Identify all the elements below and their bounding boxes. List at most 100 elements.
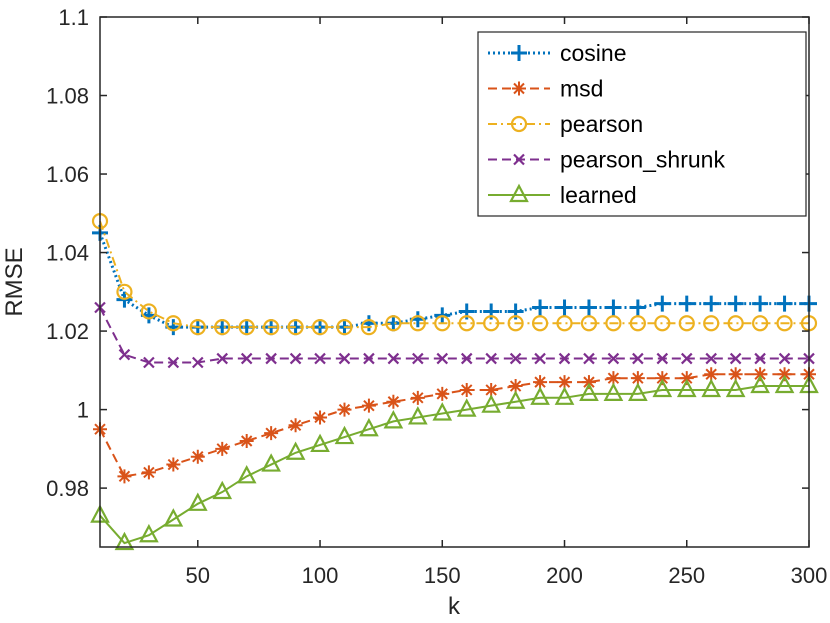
data-point-msd-40 <box>166 457 181 472</box>
legend-marker-cosine <box>511 45 527 61</box>
data-point-learned-60 <box>212 480 233 500</box>
legend-label: learned <box>560 182 637 208</box>
data-point-pearson_shrunk-270 <box>729 352 742 365</box>
data-point-pearson-200 <box>556 315 573 332</box>
data-point-pearson-180 <box>507 315 524 332</box>
data-point-msd-80 <box>264 426 279 441</box>
data-point-pearson-170 <box>483 315 500 332</box>
data-point-msd-220 <box>606 371 621 386</box>
data-point-learned-40 <box>163 508 184 527</box>
data-point-msd-20 <box>117 469 132 484</box>
data-point-msd-190 <box>533 375 548 390</box>
data-point-msd-250 <box>679 371 694 386</box>
data-point-learned-210 <box>579 382 599 401</box>
data-point-cosine-280 <box>752 295 769 312</box>
data-point-learned-180 <box>505 390 526 409</box>
legend-marker-msd <box>512 81 526 96</box>
data-point-msd-290 <box>777 367 792 382</box>
legend-marker-pearson_shrunk <box>513 153 525 166</box>
data-point-pearson_shrunk-40 <box>167 356 180 369</box>
data-point-learned-220 <box>603 382 624 401</box>
data-point-pearson_shrunk-70 <box>240 352 253 365</box>
data-point-learned-190 <box>530 386 550 405</box>
x-tick-label: 200 <box>546 563 583 588</box>
data-point-pearson_shrunk-100 <box>314 352 326 365</box>
legend-label: pearson_shrunk <box>560 147 725 173</box>
y-tick-label: 1.02 <box>46 319 89 344</box>
y-tick-label: 1.1 <box>58 5 89 30</box>
data-point-pearson-40 <box>165 315 182 332</box>
y-axis-title: RMSE <box>1 247 28 316</box>
legend-item-pearson: pearson <box>488 111 643 137</box>
series-learned <box>90 374 819 551</box>
data-point-pearson-160 <box>458 315 475 332</box>
data-point-msd-170 <box>484 382 499 397</box>
data-point-learned-120 <box>359 417 379 437</box>
data-point-msd-90 <box>288 418 303 433</box>
x-tick-label: 50 <box>186 563 210 588</box>
data-point-cosine-290 <box>776 295 793 312</box>
data-point-pearson_shrunk-290 <box>778 352 791 365</box>
data-point-learned-290 <box>774 374 795 394</box>
data-point-pearson-130 <box>385 315 402 332</box>
data-point-pearson-90 <box>287 319 304 336</box>
data-point-pearson_shrunk-210 <box>583 352 595 365</box>
data-point-pearson-120 <box>360 319 378 336</box>
data-point-pearson_shrunk-80 <box>265 352 277 365</box>
data-point-learned-140 <box>407 406 428 425</box>
data-point-pearson_shrunk-90 <box>289 352 302 365</box>
data-point-pearson-270 <box>727 315 744 332</box>
data-point-pearson_shrunk-260 <box>705 352 717 365</box>
data-point-msd-60 <box>215 441 230 456</box>
data-point-msd-210 <box>581 375 596 390</box>
x-axis-title: k <box>448 593 461 620</box>
data-point-msd-240 <box>655 371 670 386</box>
legend-marker-learned <box>509 183 529 203</box>
data-point-pearson-140 <box>409 315 426 332</box>
data-point-pearson-210 <box>580 315 598 332</box>
data-point-cosine-240 <box>654 295 671 312</box>
axes-box <box>99 16 810 548</box>
data-point-pearson-290 <box>776 315 793 332</box>
data-point-learned-90 <box>285 441 306 460</box>
data-point-msd-180 <box>508 379 523 394</box>
data-point-msd-140 <box>410 390 425 405</box>
data-point-msd-110 <box>337 402 352 417</box>
data-point-cosine-210 <box>580 299 597 316</box>
data-point-pearson_shrunk-250 <box>680 352 693 365</box>
data-point-pearson-250 <box>678 315 695 332</box>
data-point-msd-150 <box>435 386 450 401</box>
data-point-cosine-270 <box>727 295 744 312</box>
legend-item-msd: msd <box>488 76 603 102</box>
x-tick-label: 250 <box>668 563 705 588</box>
series-layer <box>90 213 819 551</box>
data-point-pearson-240 <box>654 315 671 332</box>
data-point-pearson_shrunk-150 <box>436 352 449 365</box>
data-point-msd-160 <box>459 382 474 397</box>
data-point-learned-160 <box>456 398 477 417</box>
data-point-msd-260 <box>704 367 719 382</box>
data-point-pearson_shrunk-240 <box>656 352 669 365</box>
data-point-learned-200 <box>554 386 575 405</box>
legend-item-cosine: cosine <box>488 40 626 66</box>
data-point-pearson-20 <box>116 283 133 300</box>
data-point-learned-170 <box>481 394 502 413</box>
data-point-learned-280 <box>750 374 770 394</box>
legend-marker-pearson <box>510 115 528 133</box>
data-point-learned-100 <box>310 433 330 453</box>
legend-label: cosine <box>560 40 626 66</box>
data-point-cosine-190 <box>532 299 549 316</box>
data-point-learned-270 <box>725 378 746 398</box>
series-pearson <box>91 213 818 336</box>
data-point-cosine-230 <box>629 299 646 316</box>
data-point-msd-120 <box>361 398 376 413</box>
data-point-msd-30 <box>141 465 156 480</box>
axes-layer: 50 100 150 200 250 300 0.98 1 1.02 1.04 1.06 1.08 1.… <box>46 5 827 588</box>
data-point-learned-70 <box>236 464 257 484</box>
data-point-pearson-220 <box>605 315 622 332</box>
data-point-pearson-150 <box>434 315 451 332</box>
legend-item-learned: learned <box>488 182 637 208</box>
data-point-pearson-110 <box>336 319 353 336</box>
